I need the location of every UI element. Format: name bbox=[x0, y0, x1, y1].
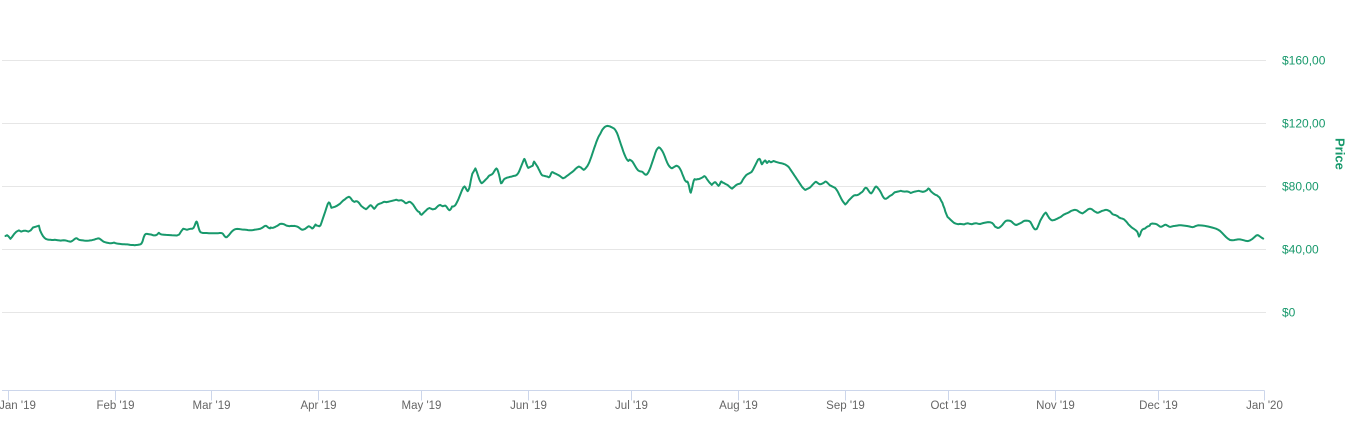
svg-text:Nov '19: Nov '19 bbox=[1036, 400, 1075, 412]
svg-text:Oct '19: Oct '19 bbox=[930, 400, 966, 412]
svg-text:Apr '19: Apr '19 bbox=[300, 400, 336, 412]
svg-text:May '19: May '19 bbox=[402, 400, 442, 412]
svg-text:$120,00: $120,00 bbox=[1282, 117, 1326, 131]
svg-text:Aug '19: Aug '19 bbox=[719, 400, 758, 412]
svg-text:Jul '19: Jul '19 bbox=[615, 400, 648, 412]
svg-text:Jun '19: Jun '19 bbox=[510, 400, 547, 412]
svg-text:Mar '19: Mar '19 bbox=[193, 400, 231, 412]
svg-text:Dec '19: Dec '19 bbox=[1139, 400, 1178, 412]
svg-text:Jan '20: Jan '20 bbox=[1246, 400, 1283, 412]
svg-text:Price: Price bbox=[1333, 138, 1348, 170]
svg-text:Sep '19: Sep '19 bbox=[826, 400, 865, 412]
svg-text:$40,00: $40,00 bbox=[1282, 243, 1319, 257]
svg-text:Jan '19: Jan '19 bbox=[0, 400, 36, 412]
svg-text:Feb '19: Feb '19 bbox=[97, 400, 135, 412]
svg-text:$0: $0 bbox=[1282, 306, 1296, 320]
svg-text:$160,00: $160,00 bbox=[1282, 54, 1326, 68]
svg-text:$80,00: $80,00 bbox=[1282, 180, 1319, 194]
